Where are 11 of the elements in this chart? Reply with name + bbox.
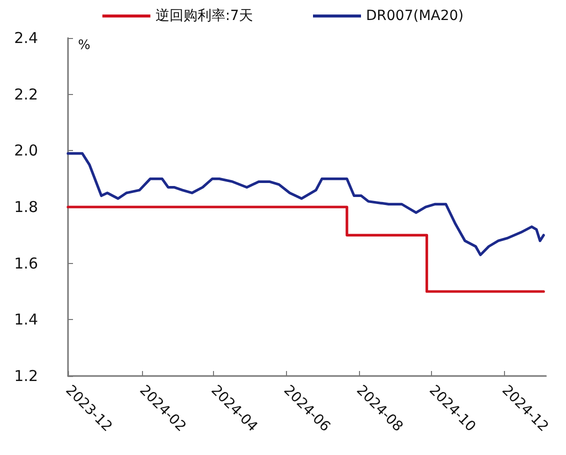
legend-label: 逆回购利率:7天 xyxy=(155,8,253,24)
y-tick-label: 2.0 xyxy=(14,142,38,160)
y-axis-title: % xyxy=(78,38,90,53)
line-series xyxy=(66,152,545,256)
y-tick-label: 1.2 xyxy=(14,367,38,385)
y-tick-label: 2.4 xyxy=(14,29,38,47)
y-tick-label: 1.8 xyxy=(14,198,38,216)
legend-label: DR007(MA20) xyxy=(366,8,464,24)
y-tick-label: 1.4 xyxy=(14,310,38,329)
y-tick-label: 2.2 xyxy=(14,85,38,104)
y-tick-label: 1.6 xyxy=(14,254,38,272)
